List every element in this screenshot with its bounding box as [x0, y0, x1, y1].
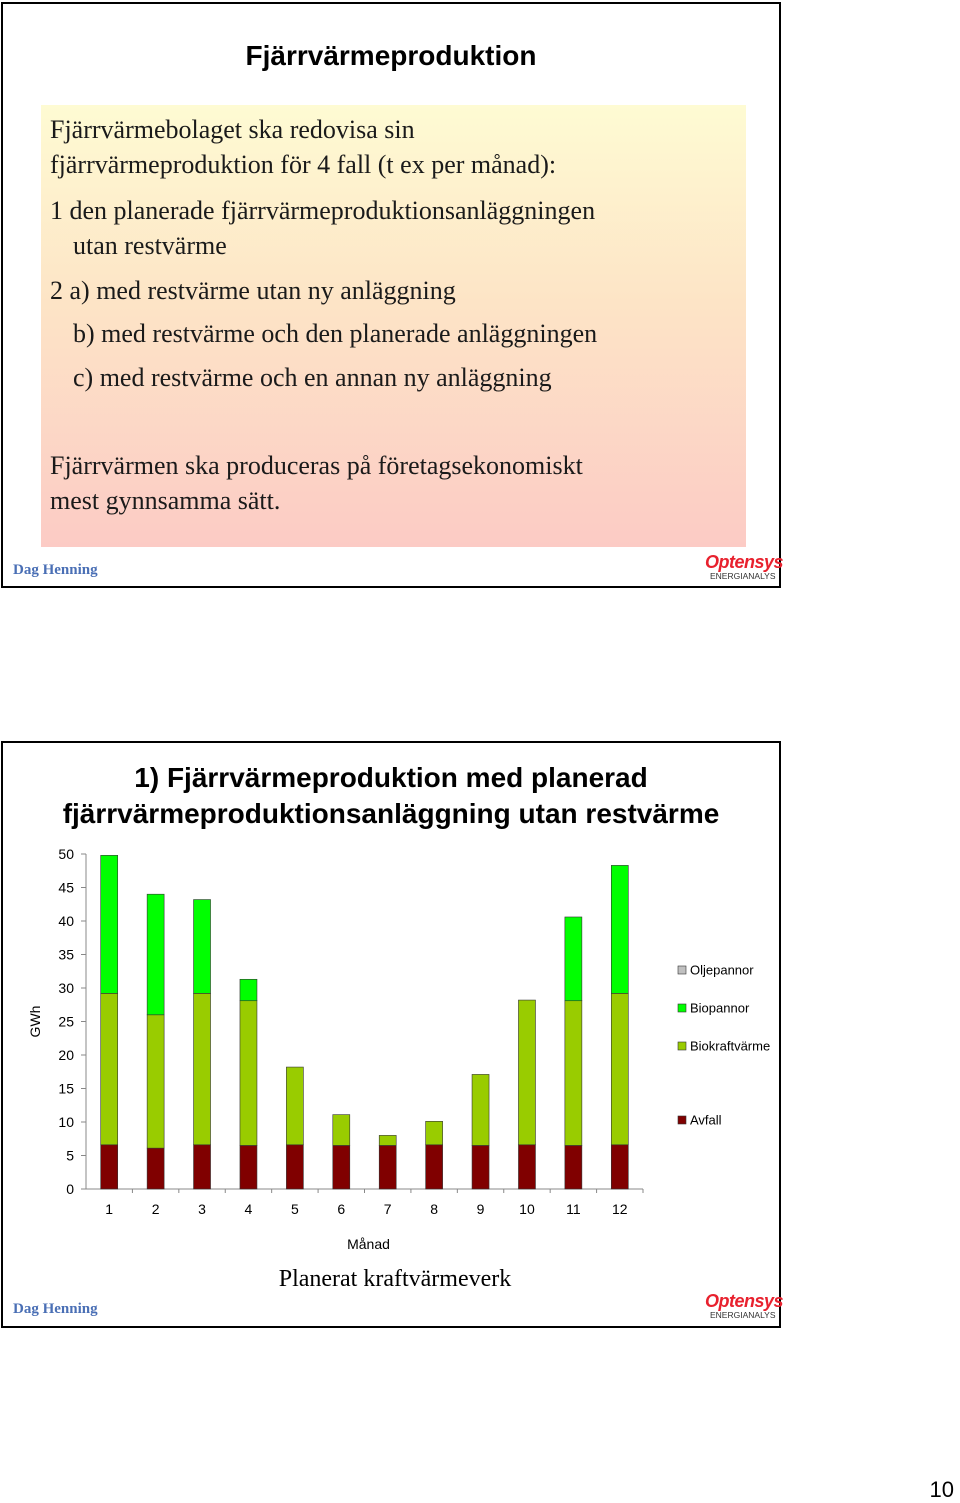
x-axis-label: Månad: [347, 1236, 390, 1252]
x-tick-label: 1: [105, 1201, 113, 1217]
author-name: Dag Henning: [13, 562, 98, 578]
text-box: [41, 105, 746, 547]
text-line-7: c) med restvärme och en annan ny anläggn…: [73, 363, 552, 392]
y-tick-label: 40: [58, 913, 74, 929]
x-tick-label: 3: [198, 1201, 206, 1217]
y-tick-label: 25: [58, 1014, 74, 1030]
text-line-1: Fjärrvärmebolaget ska redovisa sin: [50, 115, 415, 144]
bar-segment-avfall: [146, 1147, 165, 1190]
slide-2: 1) Fjärrvärmeproduktion med planerad fjä…: [1, 741, 784, 1328]
bar-segment-avfall: [100, 1144, 119, 1190]
optensys-logo: Optensys ENERGIANALYS: [705, 1291, 784, 1320]
x-tick-label: 9: [477, 1201, 485, 1217]
y-tick-label: 50: [58, 846, 74, 862]
bar-segment-biokraftvärme: [471, 1074, 490, 1146]
bar-segment-avfall: [518, 1144, 536, 1190]
legend-swatch: [677, 1115, 687, 1125]
logo-wordmark: Optensys: [705, 1291, 784, 1311]
legend-swatch: [677, 1041, 687, 1051]
bar-segment-avfall: [610, 1144, 629, 1190]
text-line-5: 2 a) med restvärme utan ny anläggning: [50, 276, 456, 305]
y-tick-label: 20: [58, 1047, 74, 1063]
x-tick-label: 8: [430, 1201, 438, 1217]
bar-segment-biopannor: [193, 899, 211, 994]
author-name: Dag Henning: [13, 1301, 98, 1317]
slide-2-title-line-2: fjärrvärmeproduktionsanläggning utan res…: [62, 798, 720, 829]
text-line-6: b) med restvärme och den planerade anläg…: [73, 319, 598, 348]
bar-segment-biopannor: [100, 855, 119, 994]
slide-2-title: 1) Fjärrvärmeproduktion med planerad fjä…: [3, 760, 779, 832]
x-tick-label: 2: [152, 1201, 160, 1217]
bar-segment-avfall: [286, 1144, 304, 1190]
slide-1-title: Fjärrvärmeproduktion: [245, 40, 537, 71]
x-tick-label: 11: [566, 1201, 581, 1217]
bar-segment-biokraftvärme: [378, 1135, 397, 1146]
page-number: 10: [929, 1477, 954, 1502]
text-line-3: 1 den planerade fjärrvärmeproduktionsanl…: [50, 196, 596, 225]
chart-caption: Planerat kraftvärmeverk: [278, 1266, 512, 1292]
y-tick-label: 45: [58, 880, 74, 896]
bar-segment-biokraftvärme: [146, 1014, 165, 1149]
bar-segment-avfall: [471, 1145, 490, 1190]
x-tick-label: 5: [291, 1201, 299, 1217]
legend-swatch: [677, 965, 687, 975]
legend-label: Biopannor: [690, 1001, 750, 1016]
legend-label: Oljepannor: [690, 963, 754, 978]
bar-segment-biokraftvärme: [286, 1066, 304, 1146]
y-axis-label: GWh: [27, 1006, 43, 1038]
bar-segment-biopannor: [146, 893, 165, 1016]
bar-segment-avfall: [193, 1144, 211, 1190]
y-tick-label: 15: [58, 1081, 74, 1097]
y-tick-label: 30: [58, 980, 74, 996]
legend-swatch: [677, 1003, 687, 1013]
slide-1: Fjärrvärmeproduktion Fjärrvärmebolaget s…: [1, 2, 784, 588]
text-line-4: utan restvärme: [73, 231, 227, 260]
y-tick-label: 0: [66, 1181, 74, 1197]
bar-segment-avfall: [239, 1145, 258, 1190]
x-tick-label: 10: [519, 1201, 535, 1217]
optensys-logo: Optensys ENERGIANALYS: [705, 552, 784, 581]
bar-segment-biokraftvärme: [564, 1000, 583, 1146]
bar-segment-avfall: [332, 1145, 351, 1190]
bar-segment-biopannor: [239, 978, 258, 1002]
bar-segment-biokraftvärme: [425, 1121, 443, 1146]
logo-tagline: ENERGIANALYS: [710, 1310, 776, 1320]
text-line-8: Fjärrvärmen ska produceras på företagsek…: [50, 451, 583, 480]
legend-label: Biokraftvärme: [690, 1039, 770, 1054]
x-tick-label: 12: [612, 1201, 628, 1217]
y-tick-label: 5: [66, 1148, 74, 1164]
text-line-9: mest gynnsamma sätt.: [50, 486, 281, 515]
bar-segment-biopannor: [564, 916, 583, 1002]
legend-label: Avfall: [690, 1113, 722, 1128]
y-tick-label: 10: [58, 1114, 74, 1130]
bar-segment-biokraftvärme: [193, 993, 211, 1146]
x-tick-label: 7: [384, 1201, 392, 1217]
bar-segment-biokraftvärme: [100, 993, 119, 1146]
logo-tagline: ENERGIANALYS: [710, 571, 776, 581]
bar-segment-avfall: [425, 1144, 443, 1190]
y-tick-label: 35: [58, 947, 74, 963]
slide-2-title-line-1: 1) Fjärrvärmeproduktion med planerad: [134, 762, 648, 793]
text-line-2: fjärrvärmeproduktion för 4 fall (t ex pe…: [50, 150, 557, 179]
bar-segment-avfall: [564, 1145, 583, 1190]
bar-segment-biokraftvärme: [610, 993, 629, 1146]
bar-segment-biokraftvärme: [239, 1000, 258, 1146]
logo-wordmark: Optensys: [705, 552, 784, 572]
bar-segment-biopannor: [610, 865, 629, 994]
bar-segment-avfall: [378, 1145, 397, 1190]
bar-segment-biokraftvärme: [518, 999, 536, 1146]
x-tick-label: 6: [337, 1201, 345, 1217]
x-tick-label: 4: [245, 1201, 253, 1217]
bar-segment-biokraftvärme: [332, 1114, 351, 1146]
